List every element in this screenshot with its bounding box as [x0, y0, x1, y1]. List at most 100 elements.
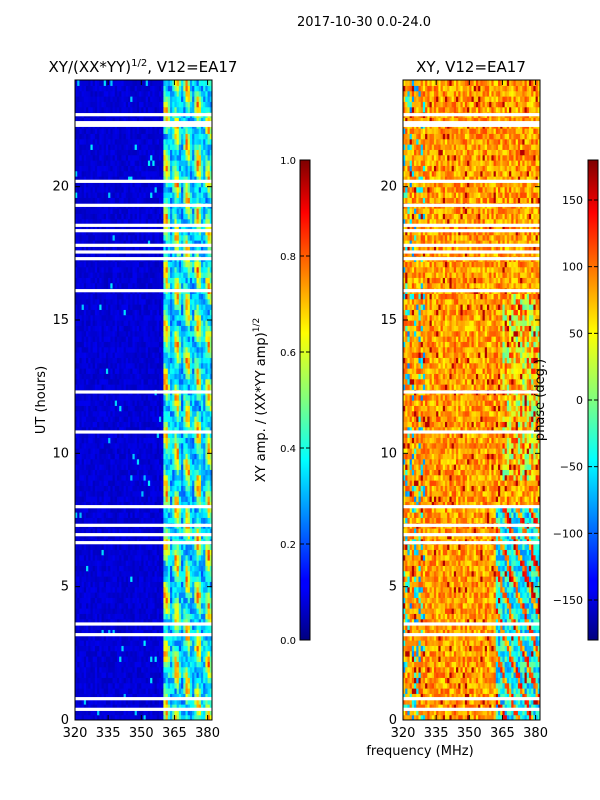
heatmap-cell — [209, 384, 212, 390]
heatmap-cell — [165, 453, 169, 460]
heatmap-cell — [128, 464, 131, 470]
heatmap-cell — [163, 640, 167, 646]
heatmap-cell — [176, 314, 180, 321]
heatmap-cell — [103, 309, 107, 316]
heatmap-cell — [170, 304, 173, 310]
heatmap-cell — [105, 330, 109, 337]
heatmap-cell — [105, 320, 109, 326]
heatmap-cell — [192, 645, 195, 652]
heatmap-cell — [81, 549, 85, 556]
heatmap-cell — [108, 698, 111, 705]
heatmap-cell — [125, 672, 129, 678]
heatmap-cell — [90, 533, 94, 540]
heatmap-cell — [139, 336, 142, 342]
heatmap-cell — [141, 650, 145, 657]
heatmap-cell — [158, 298, 162, 305]
heatmap-cell — [207, 512, 211, 518]
heatmap-cell — [154, 426, 158, 433]
heatmap-cell — [181, 330, 184, 337]
heatmap-cell — [174, 533, 178, 540]
heatmap-cell — [94, 528, 98, 534]
heatmap-cell — [77, 576, 81, 582]
heatmap-cell — [119, 677, 122, 684]
heatmap-cell — [207, 453, 211, 460]
heatmap-cell — [198, 325, 202, 332]
heatmap-cell — [152, 501, 156, 508]
heatmap-cell — [187, 490, 191, 497]
heatmap-cell — [141, 432, 145, 438]
heatmap-cell — [97, 480, 100, 486]
heatmap-cell — [105, 560, 109, 566]
heatmap-cell — [163, 496, 167, 502]
heatmap-cell — [110, 554, 114, 561]
heatmap-cell — [203, 458, 206, 465]
heatmap-cell — [143, 442, 147, 449]
heatmap-cell — [103, 416, 107, 422]
heatmap-cell — [207, 586, 211, 593]
heatmap-cell — [192, 474, 195, 481]
heatmap-cell — [161, 672, 164, 678]
heatmap-cell — [147, 448, 151, 454]
heatmap-cell — [92, 560, 96, 566]
heatmap-cell — [145, 560, 149, 566]
heatmap-cell — [121, 554, 125, 561]
heatmap-cell — [145, 672, 149, 678]
heatmap-cell — [209, 565, 212, 572]
heatmap-cell — [172, 474, 176, 481]
heatmap-cell — [105, 661, 109, 668]
heatmap-cell — [105, 384, 109, 390]
heatmap-cell — [88, 314, 92, 321]
heatmap-cell — [161, 416, 164, 422]
heatmap-cell — [108, 570, 111, 577]
heatmap-cell — [132, 517, 136, 524]
heatmap-cell — [88, 661, 92, 668]
heatmap-cell — [130, 394, 134, 401]
heatmap-cell — [172, 490, 176, 497]
heatmap-cell — [178, 661, 182, 668]
heatmap-cell — [79, 645, 83, 652]
heatmap-cell — [79, 325, 83, 332]
heatmap-cell — [170, 458, 173, 465]
heatmap-cell — [167, 341, 171, 348]
heatmap-cell — [139, 682, 142, 689]
heatmap-cell — [176, 645, 180, 652]
heatmap-cell — [141, 592, 145, 598]
heatmap-cell — [125, 512, 129, 518]
heatmap-cell — [163, 394, 167, 401]
heatmap-cell — [83, 650, 87, 657]
heatmap-cell — [86, 528, 89, 534]
heatmap-cell — [196, 698, 200, 705]
heatmap-cell — [154, 624, 158, 630]
heatmap-cell — [81, 490, 85, 497]
heatmap-cell — [125, 709, 129, 716]
heatmap-cell — [161, 506, 164, 513]
heatmap-cell — [207, 384, 211, 390]
heatmap-cell — [128, 368, 131, 374]
heatmap-cell — [198, 458, 202, 465]
heatmap-cell — [81, 629, 85, 636]
heatmap-cell — [183, 330, 187, 337]
heatmap-cell — [92, 426, 96, 433]
heatmap-cell — [83, 602, 87, 609]
heatmap-cell — [139, 293, 142, 300]
heatmap-cell — [181, 560, 184, 566]
heatmap-cell — [205, 554, 209, 561]
heatmap-cell — [83, 517, 87, 524]
heatmap-cell — [183, 410, 187, 417]
heatmap-cell — [207, 677, 211, 684]
heatmap-cell — [123, 613, 127, 620]
heatmap-cell — [181, 629, 184, 636]
heatmap-cell — [161, 592, 164, 598]
heatmap-cell — [176, 410, 180, 417]
heatmap-cell — [200, 597, 204, 604]
heatmap-cell — [97, 293, 100, 300]
heatmap-cell — [167, 309, 171, 316]
heatmap-cell — [196, 298, 200, 305]
heatmap-cell — [194, 512, 198, 518]
heatmap-cell — [130, 570, 134, 577]
heatmap-cell — [152, 309, 156, 316]
heatmap-cell — [94, 442, 98, 449]
heatmap-cell — [130, 597, 134, 604]
heatmap-cell — [134, 314, 138, 321]
heatmap-cell — [181, 448, 184, 454]
